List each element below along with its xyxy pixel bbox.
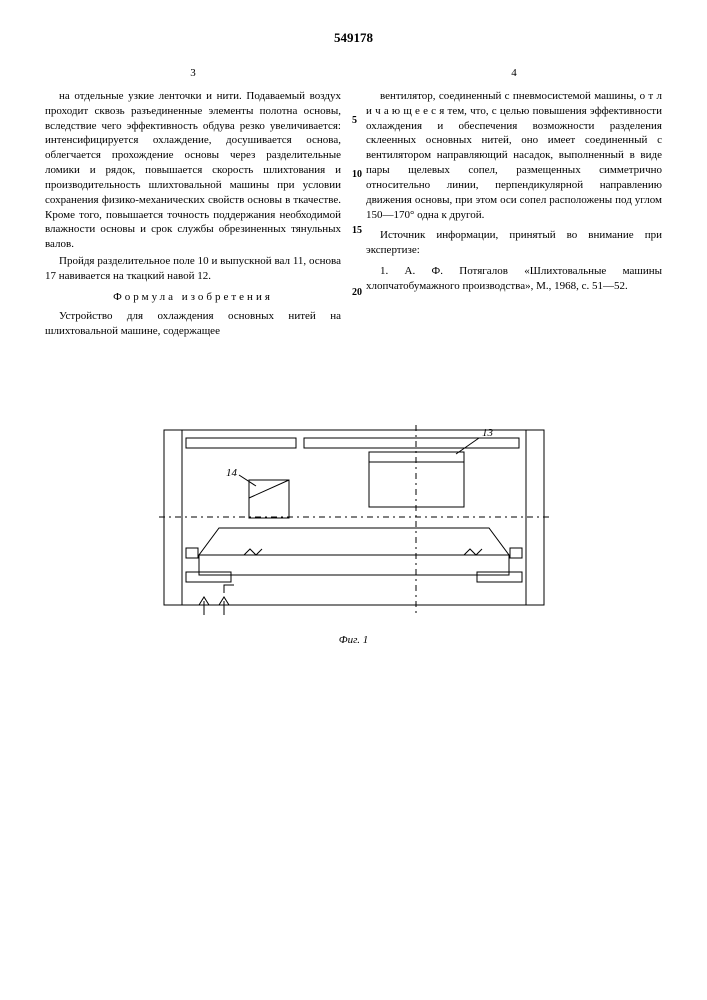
line-mark-10: 10 (352, 168, 362, 182)
figure-label-13: 13 (482, 427, 494, 439)
figure-label-14: 14 (226, 467, 238, 479)
left-para-1: на отдельные узкие ленточки и нити. Пода… (45, 89, 341, 252)
right-page-number: 4 (366, 66, 662, 81)
left-column: 3 на отдельные узкие ленточки и нити. По… (45, 66, 341, 340)
right-para-1: вентилятор, соединенный с пневмосистемой… (366, 89, 662, 223)
figure-drawing: 13 14 (144, 420, 564, 630)
figure-1: 13 14 Фиг. 1 (45, 420, 662, 646)
text-columns: 3 на отдельные узкие ленточки и нити. По… (45, 66, 662, 340)
right-column: 4 5 10 15 20 вентилятор, соединенный с п… (366, 66, 662, 340)
line-mark-5: 5 (352, 114, 357, 128)
right-para-2: Источник информации, принятый во внимани… (366, 228, 662, 258)
claims-title: Формула изобретения (45, 290, 341, 305)
line-mark-20: 20 (352, 286, 362, 300)
patent-number: 549178 (45, 30, 662, 46)
page: 549178 3 на отдельные узкие ленточки и н… (0, 0, 707, 646)
left-page-number: 3 (45, 66, 341, 81)
left-claim: Устройство для охлаждения основных нитей… (45, 309, 341, 339)
right-para-3: 1. А. Ф. Потягалов «Шлихтовальные машины… (366, 264, 662, 294)
left-para-2: Пройдя разделительное поле 10 и выпускно… (45, 254, 341, 284)
figure-caption: Фиг. 1 (144, 634, 564, 646)
line-mark-15: 15 (352, 224, 362, 238)
